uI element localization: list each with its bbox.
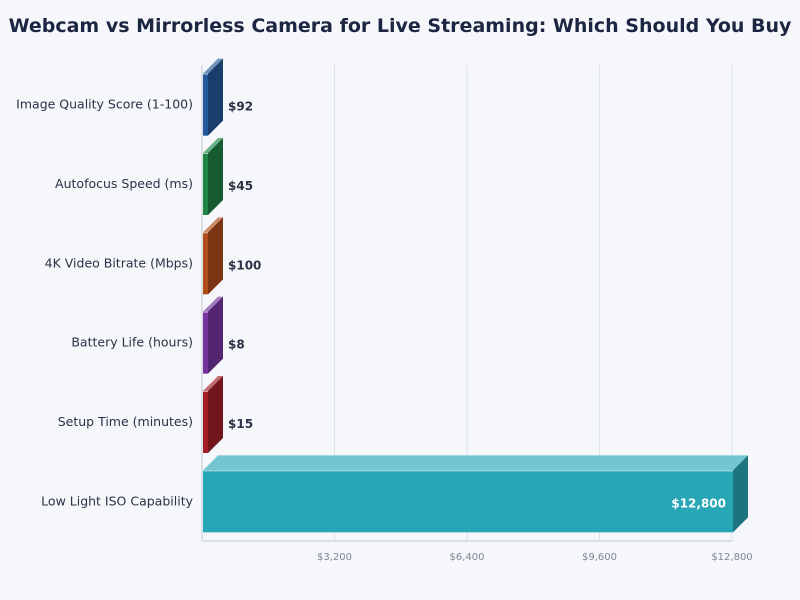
bar-top xyxy=(203,296,223,312)
bar-top xyxy=(203,376,223,391)
bar-top xyxy=(203,455,748,471)
data-label: $12,800 xyxy=(671,496,726,510)
chart-title: Webcam vs Mirrorless Camera for Live Str… xyxy=(8,15,792,37)
x-tick-label: $6,400 xyxy=(450,552,485,563)
bar xyxy=(203,311,208,374)
data-label: $45 xyxy=(228,179,253,193)
data-label: $8 xyxy=(228,338,245,352)
data-label: $92 xyxy=(228,100,253,114)
bar xyxy=(203,153,208,215)
bar-top xyxy=(203,138,223,153)
bar-top xyxy=(203,217,223,233)
bar-side xyxy=(733,455,748,533)
bar xyxy=(203,391,208,453)
data-label: $100 xyxy=(228,258,261,272)
bar-side xyxy=(208,376,223,453)
x-tick-label: $9,600 xyxy=(582,552,617,563)
data-label: $15 xyxy=(228,417,253,431)
bar xyxy=(203,232,208,295)
y-tick-label: 4K Video Bitrate (Mbps) xyxy=(45,255,193,270)
bar-side xyxy=(208,58,223,136)
bar xyxy=(203,470,733,533)
y-tick-label: Setup Time (minutes) xyxy=(58,414,193,429)
y-tick-label: Low Light ISO Capability xyxy=(41,493,193,508)
bar xyxy=(203,73,208,136)
bar-side xyxy=(208,138,223,215)
bar-side xyxy=(208,217,223,295)
y-tick-label: Image Quality Score (1-100) xyxy=(16,97,193,112)
bar-side xyxy=(208,296,223,374)
bar-top xyxy=(203,58,223,74)
x-tick-label: $12,800 xyxy=(711,552,752,563)
y-tick-label: Autofocus Speed (ms) xyxy=(55,176,193,191)
y-tick-label: Battery Life (hours) xyxy=(71,335,193,350)
x-tick-label: $3,200 xyxy=(317,552,352,563)
